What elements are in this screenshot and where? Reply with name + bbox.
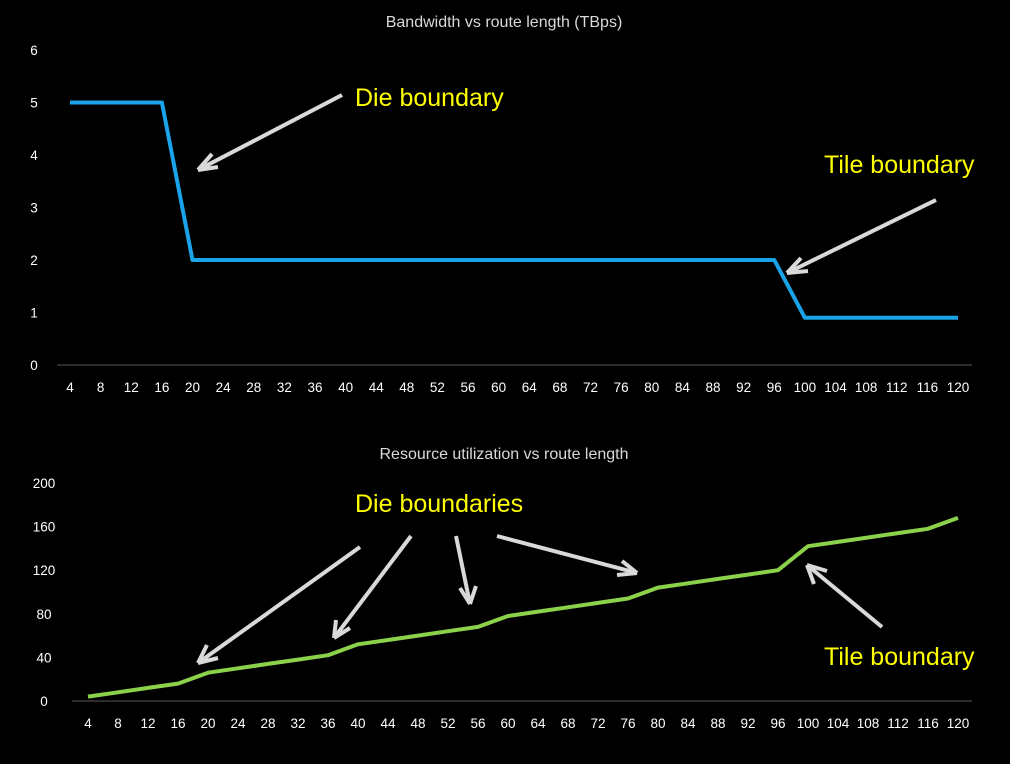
x-tick-label: 108: [857, 716, 880, 731]
x-tick-label: 36: [320, 716, 335, 731]
x-tick-label: 92: [740, 716, 755, 731]
x-tick-label: 56: [470, 716, 485, 731]
x-tick-label: 88: [706, 380, 721, 395]
annotation-die-boundaries: Die boundaries: [355, 490, 523, 518]
arrow-die-boundaries-1: [196, 545, 362, 665]
arrow-die-boundaries-2: [332, 534, 413, 640]
x-tick-label: 104: [824, 380, 847, 395]
y-tick-label: 0: [40, 694, 48, 709]
x-tick-label: 68: [552, 380, 567, 395]
x-tick-label: 76: [620, 716, 635, 731]
annotation-tile-boundary: Tile boundary: [824, 151, 975, 179]
x-tick-label: 72: [590, 716, 605, 731]
x-tick-label: 12: [124, 380, 139, 395]
x-tick-label: 8: [114, 716, 122, 731]
y-tick-label: 120: [33, 563, 56, 578]
arrow-tile-boundary: [785, 198, 937, 275]
x-tick-label: 16: [170, 716, 185, 731]
y-tick-label: 5: [30, 96, 38, 111]
x-tick-label: 16: [154, 380, 169, 395]
x-tick-label: 44: [380, 716, 396, 731]
x-tick-label: 32: [277, 380, 292, 395]
arrow-die-boundary: [196, 93, 343, 172]
x-tick-label: 56: [461, 380, 476, 395]
x-tick-label: 96: [767, 380, 782, 395]
x-tick-label: 4: [84, 716, 92, 731]
x-tick-label: 48: [399, 380, 414, 395]
x-tick-label: 84: [680, 716, 696, 731]
chart-title: Bandwidth vs route length (TBps): [386, 14, 623, 31]
x-tick-label: 20: [200, 716, 215, 731]
x-tick-label: 52: [440, 716, 455, 731]
x-tick-label: 28: [260, 716, 275, 731]
y-tick-label: 1: [30, 306, 38, 321]
x-tick-label: 116: [917, 380, 939, 395]
x-tick-label: 80: [644, 380, 659, 395]
x-tick-label: 28: [246, 380, 261, 395]
x-tick-label: 40: [338, 380, 353, 395]
x-tick-label: 8: [97, 380, 105, 395]
x-tick-label: 60: [491, 380, 506, 395]
arrow-tile-boundary: [805, 563, 884, 629]
y-tick-label: 200: [33, 476, 56, 491]
x-tick-label: 4: [66, 380, 74, 395]
x-tick-label: 68: [560, 716, 575, 731]
x-tick-label: 100: [797, 716, 820, 731]
y-tick-label: 6: [30, 43, 38, 58]
annotation-die-boundary: Die boundary: [355, 84, 504, 112]
x-tick-label: 84: [675, 380, 691, 395]
x-tick-label: 20: [185, 380, 200, 395]
y-tick-label: 160: [33, 520, 56, 535]
y-tick-label: 3: [30, 201, 38, 216]
x-tick-label: 112: [887, 716, 909, 731]
bandwidth-chart: Bandwidth vs route length (TBps) 0123456…: [30, 14, 975, 395]
y-tick-label: 2: [30, 253, 38, 268]
chart-title: Resource utilization vs route length: [379, 446, 628, 463]
x-tick-label: 104: [827, 716, 850, 731]
x-tick-label: 100: [794, 380, 817, 395]
arrow-die-boundaries-4: [496, 534, 639, 577]
x-tick-label: 112: [886, 380, 908, 395]
x-tick-label: 32: [290, 716, 305, 731]
x-tick-label: 36: [307, 380, 322, 395]
arrow-die-boundaries-3: [454, 535, 478, 606]
x-tick-label: 108: [855, 380, 878, 395]
x-tick-label: 64: [530, 716, 546, 731]
y-tick-label: 80: [36, 607, 51, 622]
x-tick-label: 76: [614, 380, 629, 395]
x-tick-label: 96: [770, 716, 785, 731]
x-tick-label: 24: [216, 380, 232, 395]
x-tick-label: 48: [410, 716, 425, 731]
x-tick-label: 72: [583, 380, 598, 395]
series-line: [70, 100, 958, 320]
annotation-tile-boundary: Tile boundary: [824, 643, 975, 671]
y-tick-label: 0: [30, 358, 38, 373]
x-tick-label: 12: [140, 716, 155, 731]
x-tick-label: 116: [917, 716, 939, 731]
x-tick-label: 120: [947, 716, 970, 731]
x-tick-label: 40: [350, 716, 365, 731]
x-tick-label: 88: [710, 716, 725, 731]
y-tick-label: 40: [36, 650, 51, 665]
x-tick-label: 44: [369, 380, 385, 395]
x-tick-label: 64: [522, 380, 538, 395]
resource-utilization-chart: Resource utilization vs route length 0 40…: [33, 446, 975, 731]
series-line: [87, 516, 959, 699]
y-tick-label: 4: [30, 148, 38, 163]
x-tick-label: 24: [230, 716, 246, 731]
x-tick-label: 52: [430, 380, 445, 395]
x-tick-label: 92: [736, 380, 751, 395]
x-tick-label: 80: [650, 716, 665, 731]
x-tick-label: 60: [500, 716, 515, 731]
x-tick-label: 120: [947, 380, 970, 395]
